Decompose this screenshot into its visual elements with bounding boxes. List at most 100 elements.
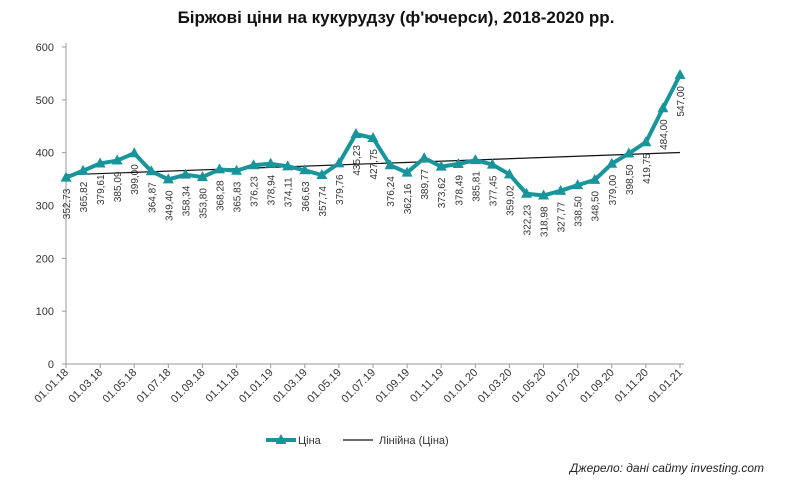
data-label: 359,02 [505,185,516,216]
data-label: 348,50 [591,190,602,221]
legend-trend-label: Лінійна (Ціна) [379,435,449,447]
price-marker [179,168,191,179]
price-marker [401,166,413,177]
data-label: 378,49 [454,175,465,206]
data-label: 484,00 [659,119,670,150]
y-tick-label: 100 [36,306,54,318]
data-label: 374,11 [284,177,295,207]
data-label: 427,75 [369,149,380,180]
x-tick-label: 01.05.20 [510,367,549,406]
data-label: 399,00 [130,164,141,195]
price-marker [282,160,294,171]
price-marker [248,159,260,170]
price-marker [555,184,567,195]
x-tick-label: 01.03.20 [476,367,515,406]
legend-price-marker [275,434,287,444]
trendline [65,151,681,176]
price-marker [384,159,396,170]
y-tick-label: 400 [36,148,54,160]
data-label: 373,62 [437,177,448,208]
price-marker [367,132,379,143]
data-label: 376,24 [386,176,397,207]
x-tick-label: 01.07.18 [135,367,174,406]
data-label: 364,87 [147,182,158,213]
x-tick-label: 01.05.18 [101,367,140,406]
price-marker [145,165,157,176]
x-tick-label: 01.05.19 [305,367,344,406]
data-label: 435,23 [352,145,363,176]
data-label: 353,80 [198,188,209,219]
data-label: 398,50 [625,164,636,195]
data-label: 352,73 [62,188,73,219]
price-marker [77,164,89,175]
price-marker [521,187,532,198]
trendline-line [65,151,681,176]
x-tick-label: 01.09.18 [169,367,208,406]
data-label: 377,45 [488,175,499,206]
data-label: 322,23 [523,204,534,235]
price-marker [657,102,669,113]
x-tick-label: 01.11.19 [408,367,446,405]
price-marker [674,69,686,80]
x-tick-label: 01.01.21 [646,367,685,406]
y-tick-label: 0 [48,359,54,371]
price-marker [299,164,311,175]
data-label: 357,74 [318,186,329,217]
price-marker [469,154,481,165]
x-tick-label: 01.11.18 [203,367,241,405]
price-marker [196,171,208,182]
x-tick-label: 01.01.20 [442,367,481,406]
data-label: 338,50 [574,196,585,227]
data-label: 366,63 [301,181,312,212]
price-marker [589,173,601,184]
data-label: 362,16 [403,183,414,214]
data-label: 365,82 [79,181,90,212]
price-marker [606,157,618,168]
price-marker [435,160,447,171]
price-marker [111,154,123,165]
price-marker [486,158,498,169]
price-marker [640,136,652,147]
price-marker [128,147,140,158]
x-tick-label: 01.07.19 [339,367,378,406]
y-tick-label: 300 [36,201,54,213]
x-tick-label: 01.09.19 [373,367,412,406]
y-axis: 0 100 200 300 400 500 600 [36,42,67,371]
chart-title: Біржові ціни на кукурудзу (ф'ючерси), 20… [177,8,615,27]
data-label: 389,77 [420,169,431,200]
data-label: 378,94 [267,174,278,205]
data-label: 349,40 [164,190,175,221]
price-marker [572,179,584,190]
x-tick-label: 01.03.19 [271,367,310,406]
x-tick-label: 01.07.20 [544,367,583,406]
price-marker [60,171,72,182]
data-label: 318,98 [540,206,551,237]
data-label: 379,76 [335,174,346,205]
x-axis: 01.01.1801.03.1801.05.1801.07.1801.09.18… [32,363,685,406]
x-tick-label: 01.03.18 [66,367,105,406]
source-note: Джерело: дані сайту investing.com [569,461,764,475]
y-tick-label: 200 [36,253,54,265]
data-label: 385,81 [471,171,482,202]
price-marker [214,163,225,174]
y-tick-label: 500 [36,95,54,107]
price-marker [94,157,106,168]
x-tick-label: 01.11.20 [613,367,651,405]
x-tick-label: 01.01.18 [32,367,71,406]
x-tick-label: 01.01.19 [237,367,276,406]
data-label: 547,00 [676,86,687,117]
data-label: 376,23 [250,176,261,207]
price-marker [623,147,635,158]
price-marker [503,168,515,179]
data-label: 379,00 [608,174,619,205]
price-marker [231,164,243,175]
price-marker [418,152,430,163]
data-label: 379,61 [96,174,107,205]
price-series [60,69,686,200]
price-marker [333,157,345,168]
data-label: 419,75 [642,153,653,184]
data-labels: 352,73 365,82 379,61 385,09 399,00 364,87 349,… [62,86,687,237]
legend: Ціна Лінійна (Ціна) [266,434,449,447]
y-tick-label: 600 [36,42,54,54]
